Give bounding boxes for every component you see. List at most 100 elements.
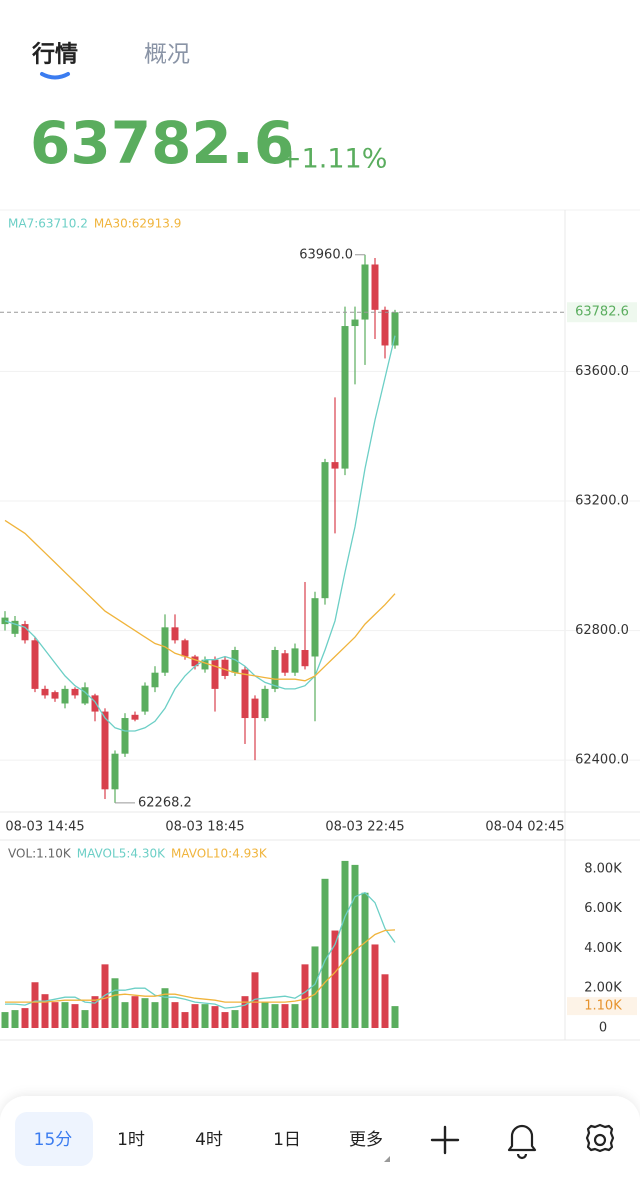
period-option[interactable]: 4时	[195, 1130, 223, 1150]
last-volume-tag	[567, 997, 637, 1016]
candle-body	[301, 650, 309, 667]
candle-body	[261, 688, 269, 719]
volume-bar	[241, 996, 249, 1028]
candle-body	[131, 714, 139, 720]
candle-body	[221, 659, 229, 676]
candle-body	[241, 669, 249, 719]
candle-body	[311, 598, 319, 657]
y-tick-label: 62400.0	[575, 753, 629, 768]
volume-bar	[221, 1012, 229, 1028]
y-tick-label: 4.00K	[584, 941, 622, 956]
volume-bar	[191, 1004, 199, 1028]
legend-entry: MA30:62913.9	[94, 217, 182, 231]
volume-bar	[161, 988, 169, 1028]
volume-bar	[311, 946, 319, 1028]
candle-body	[161, 627, 169, 673]
candle-body	[381, 309, 389, 346]
candle-body	[71, 688, 79, 696]
candle-body	[1, 617, 9, 625]
volume-bar	[391, 1006, 399, 1028]
candle-body	[111, 753, 119, 790]
alert-icon[interactable]	[507, 1124, 537, 1160]
period-option[interactable]: 更多	[349, 1130, 383, 1150]
volume-bar	[291, 1004, 299, 1028]
y-tick-label: 63200.0	[575, 493, 629, 508]
tab-indicator	[40, 72, 70, 80]
mavol-line	[5, 891, 396, 1009]
period-selected-bg	[15, 1112, 93, 1166]
volume-bar	[341, 860, 349, 1028]
volume-bar	[181, 1012, 189, 1028]
period-list: 15分 1时 4时 1日 更多	[34, 1130, 383, 1150]
volume-bar	[51, 1002, 59, 1028]
chart: 62400.0 62800.0 63200.0 63600.0 08-03 14:45 0…	[0, 217, 640, 1036]
candle-body	[101, 711, 109, 790]
last-volume-label: 1.10K	[584, 999, 622, 1014]
volume-bar	[121, 1002, 129, 1028]
candle-body	[171, 627, 179, 641]
legend-entry: VOL:1.10K	[8, 847, 72, 861]
volume-bar	[371, 944, 379, 1028]
volume-bar	[71, 1004, 79, 1028]
volume-bar	[131, 996, 139, 1028]
candle-body	[51, 692, 59, 699]
volume-bar	[361, 892, 369, 1028]
add-icon[interactable]	[430, 1125, 460, 1155]
extreme-label: 62268.2	[138, 795, 192, 810]
volume-bar	[351, 864, 359, 1028]
candle-body	[321, 462, 329, 599]
mavol-line	[5, 929, 396, 1003]
candle-body	[351, 319, 359, 327]
volume-bar	[1, 1012, 9, 1028]
period-option[interactable]: 1日	[273, 1130, 301, 1150]
volume-bar	[11, 1010, 19, 1028]
volume-bar	[231, 1010, 239, 1028]
tab[interactable]: 概况	[144, 42, 190, 68]
volume-bar	[261, 1002, 269, 1028]
candle-body	[121, 718, 129, 754]
y-tick-label: 2.00K	[584, 981, 622, 996]
candle-body	[31, 640, 39, 689]
candle-body	[211, 659, 219, 689]
candle-body	[181, 640, 189, 657]
volume-bar	[331, 930, 339, 1028]
bottom-nav: 15分 1时 4时 1日 更多	[0, 1096, 640, 1200]
candle-body	[231, 650, 239, 673]
candle-body	[61, 688, 69, 704]
candle-body	[21, 624, 29, 641]
candle-body	[281, 653, 289, 673]
volume-bar	[21, 1008, 29, 1028]
candle-body	[251, 698, 259, 719]
x-tick-label: 08-03 18:45	[165, 820, 244, 835]
extreme-label: 63960.0	[299, 247, 353, 262]
tab[interactable]: 行情	[31, 41, 78, 68]
y-tick-label: 62800.0	[575, 623, 629, 638]
candle-body	[341, 326, 349, 469]
legend-entry: MAVOL5:4.30K	[77, 847, 166, 861]
x-tick-label: 08-03 22:45	[325, 820, 404, 835]
volume-bar	[171, 1002, 179, 1028]
ma-line	[4, 335, 396, 732]
x-tick-label: 08-04 02:45	[485, 820, 564, 835]
period-option[interactable]: 1时	[117, 1130, 145, 1150]
volume-bar	[111, 978, 119, 1028]
volume-bar	[151, 1002, 159, 1028]
settings-icon[interactable]	[585, 1123, 615, 1153]
volume-bar	[41, 994, 49, 1028]
y-tick-label: 63600.0	[575, 364, 629, 379]
period-option[interactable]: 15分	[34, 1130, 73, 1150]
candle-body	[191, 656, 199, 667]
candle-body	[11, 620, 19, 634]
price-change: +1.11%	[279, 144, 387, 175]
volume-bar	[61, 1002, 69, 1028]
volume-bar	[91, 996, 99, 1028]
candle-body	[291, 648, 299, 673]
volume-bar	[381, 974, 389, 1028]
candle-body	[201, 659, 209, 670]
candle-body	[141, 685, 149, 712]
volume-bar	[81, 1010, 89, 1028]
last-price-label: 63782.6	[575, 305, 629, 320]
last-price: 63782.6	[30, 109, 294, 177]
nav-bg	[0, 1096, 640, 1200]
